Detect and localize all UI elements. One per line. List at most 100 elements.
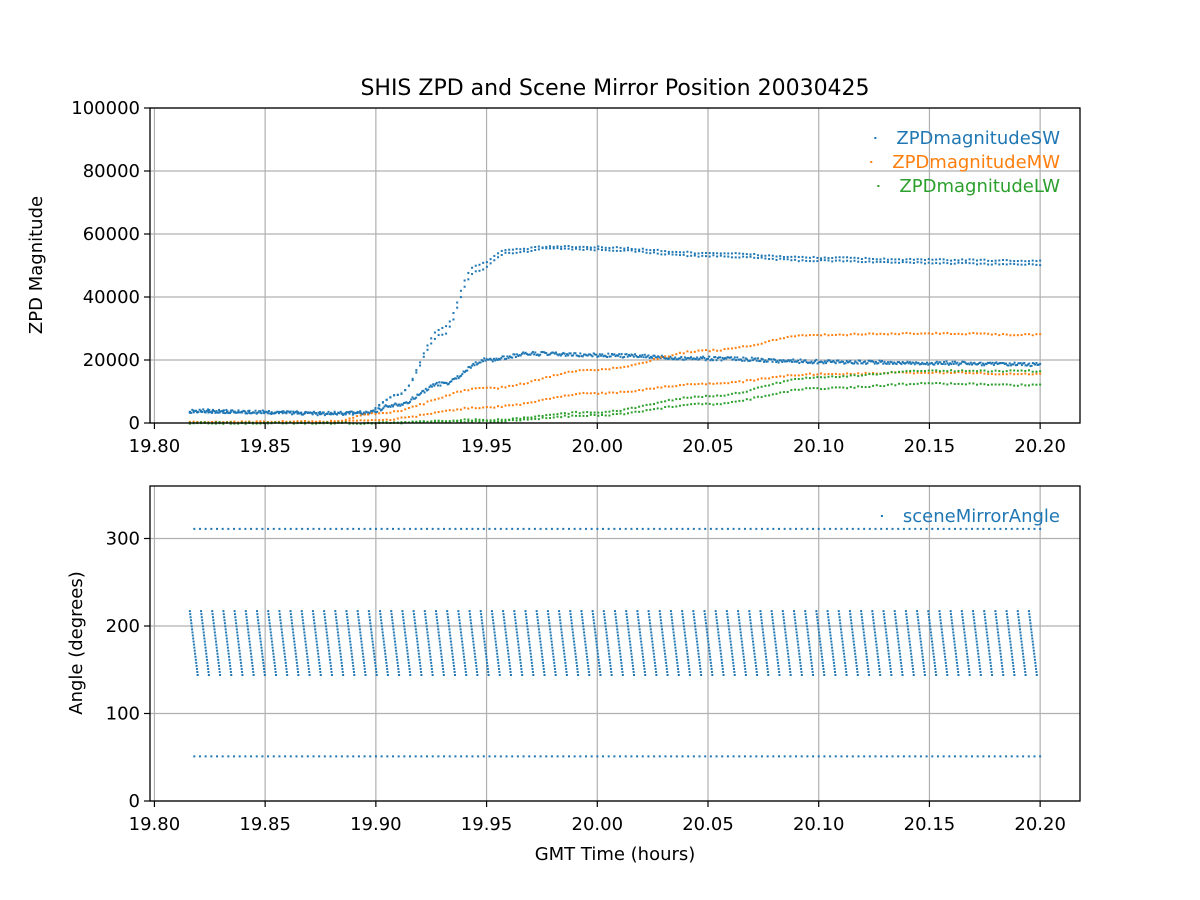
data-point	[887, 649, 890, 652]
data-point	[990, 263, 993, 266]
data-point	[586, 368, 589, 371]
data-point	[797, 334, 800, 337]
data-point	[913, 363, 916, 366]
data-point	[492, 619, 495, 622]
data-point	[431, 674, 434, 676]
angle-axes-frame	[149, 485, 1081, 802]
data-point	[482, 634, 485, 637]
data-point	[966, 655, 969, 658]
data-point	[606, 355, 609, 358]
data-point	[215, 755, 218, 758]
data-point	[966, 363, 969, 366]
data-point	[193, 527, 196, 530]
data-point	[648, 616, 651, 619]
data-point	[928, 622, 931, 625]
data-point	[385, 405, 388, 408]
data-point	[346, 755, 349, 758]
data-point	[920, 370, 923, 373]
data-point	[626, 407, 629, 410]
data-point	[312, 410, 315, 413]
data-point	[440, 658, 443, 661]
data-point	[846, 372, 849, 375]
data-point	[494, 359, 497, 362]
data-point	[245, 619, 248, 622]
data-point	[535, 354, 538, 357]
data-point	[808, 334, 811, 337]
data-point	[632, 355, 635, 358]
data-point	[430, 342, 433, 345]
data-point	[441, 664, 444, 667]
zpd-x-tick-label: 19.80	[129, 436, 181, 457]
data-point	[681, 613, 684, 616]
data-point	[339, 652, 342, 655]
data-point	[1021, 649, 1024, 652]
data-point	[449, 634, 452, 637]
data-point	[690, 396, 693, 399]
data-point	[831, 373, 834, 376]
data-point	[678, 384, 681, 387]
data-point	[983, 383, 986, 386]
data-point	[492, 357, 495, 360]
data-point	[466, 369, 469, 372]
data-point	[226, 643, 229, 646]
data-point	[652, 649, 655, 652]
data-point	[664, 385, 667, 388]
data-point	[591, 610, 594, 613]
data-point	[596, 755, 599, 758]
data-point	[547, 613, 550, 616]
data-point	[415, 396, 418, 399]
data-point	[716, 622, 719, 625]
data-point	[407, 658, 410, 661]
data-point	[352, 667, 355, 670]
data-point	[674, 649, 677, 652]
data-point	[859, 359, 862, 362]
data-point	[931, 382, 934, 385]
data-point	[643, 667, 646, 670]
data-point	[280, 411, 283, 414]
data-point	[230, 674, 233, 676]
data-point	[950, 619, 953, 622]
data-point	[437, 628, 440, 631]
data-point	[575, 410, 578, 413]
data-point	[289, 610, 292, 613]
data-point	[872, 261, 875, 264]
data-point	[834, 670, 837, 673]
data-point	[338, 640, 341, 643]
data-point	[938, 258, 941, 261]
data-point	[734, 391, 737, 394]
data-point	[338, 646, 341, 649]
data-point	[343, 412, 346, 415]
data-point	[988, 527, 991, 530]
data-point	[973, 619, 976, 622]
data-point	[841, 643, 844, 646]
data-point	[515, 417, 518, 420]
data-point	[968, 382, 971, 385]
data-point	[369, 527, 372, 530]
data-point	[471, 755, 474, 758]
data-point	[699, 670, 702, 673]
data-point	[437, 419, 440, 422]
data-point	[589, 368, 592, 371]
data-point	[950, 262, 953, 265]
data-point	[1035, 263, 1038, 266]
data-point	[626, 365, 629, 368]
data-point	[831, 649, 834, 652]
data-point	[764, 394, 767, 397]
data-point	[851, 628, 854, 631]
data-point	[940, 362, 943, 365]
data-point	[379, 613, 382, 616]
data-point	[981, 362, 984, 365]
data-point	[992, 363, 995, 366]
data-point	[544, 351, 547, 354]
data-point	[519, 417, 522, 420]
data-point	[938, 262, 941, 265]
data-point	[586, 655, 589, 658]
data-point	[785, 643, 788, 646]
data-point	[881, 360, 884, 363]
data-point	[437, 755, 440, 758]
data-point	[782, 619, 785, 622]
data-point	[719, 403, 722, 406]
data-point	[508, 658, 511, 661]
data-point	[979, 670, 982, 673]
data-point	[756, 343, 759, 346]
